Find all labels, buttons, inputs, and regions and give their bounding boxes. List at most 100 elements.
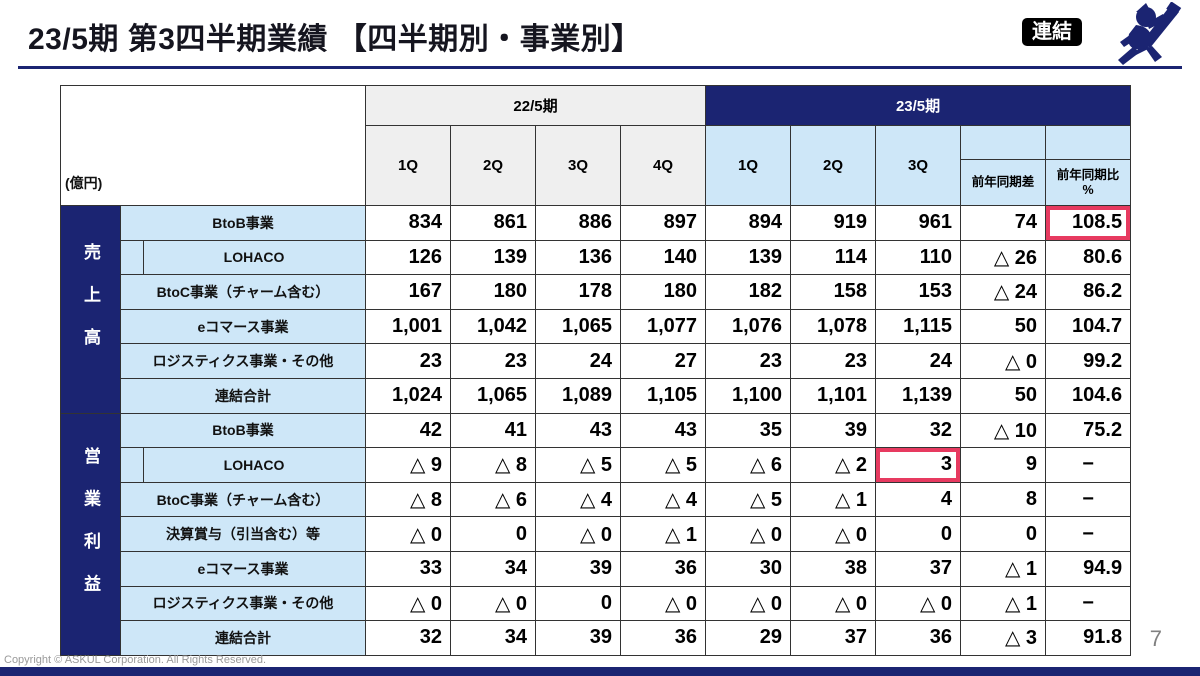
value-cell: 29 [705,620,792,656]
value-cell: △ 5 [535,447,622,483]
value-cell: 1,042 [450,308,537,345]
column-header-box: 前年同期比% [1046,159,1130,205]
value-cell: 36 [620,550,707,587]
table-head: (億円) 22/5期 23/5期 1Q 2Q 3Q 4Q 1Q 2Q 3Q 前年同期差 前年同期比% [59,85,1132,206]
value-cell: 126 [365,239,452,276]
table-body: 売上高 BtoB事業 834 861 886 897 894 919 961 74 108.5 LOH… [60,205,1132,656]
value-cell: △ 1 [960,585,1047,622]
table-row: LOHACO 126 139 136 140 139 114 110 △ 26 80.6 [61,239,1132,276]
value-cell: 1,065 [535,308,622,345]
value-cell: 99.2 [1045,343,1132,379]
value-cell: 34 [450,620,537,656]
value-cell: 1,139 [875,377,962,414]
column-header: 前年同期比% [1045,125,1132,206]
table-row: 営業利益 BtoB事業 42 41 43 43 35 39 32 △ 10 75.2 [60,412,1132,656]
unit-label-cell: (億円) [59,85,367,206]
value-cell: 1,101 [790,377,877,414]
value-cell: 50 [960,377,1047,414]
row-label: 連結合計 [119,377,367,414]
value-cell: 23 [365,343,452,379]
table-row: BtoC事業（チャーム含む） △ 8 △ 6 △ 4 △ 4 △ 5 △ 1 4 8− [61,481,1132,518]
value-cell: 80.6 [1045,239,1132,276]
value-cell: 1,076 [705,308,792,345]
value-cell: 0 [875,516,962,552]
value-cell: 23 [450,343,537,379]
value-cell: 180 [450,274,537,310]
value-cell: 894 [705,205,792,241]
value-cell: △ 1 [790,481,877,518]
row-label: BtoC事業（チャーム含む） [119,274,367,310]
value-cell: 74 [960,205,1047,241]
value-cell: △ 26 [960,239,1047,276]
value-cell: 33 [365,550,452,587]
value-cell: 834 [365,205,452,241]
row-label: LOHACO [119,447,367,483]
value-cell: 32 [875,412,962,449]
value-cell: 38 [790,550,877,587]
value-cell: △ 0 [790,516,877,552]
column-header: 1Q [365,125,452,206]
value-cell: △ 6 [450,481,537,518]
value-cell: 1,100 [705,377,792,414]
value-cell: − [1045,481,1132,518]
value-cell: 1,105 [620,377,707,414]
value-cell: − [1045,516,1132,552]
value-cell: 39 [535,550,622,587]
value-cell: 153 [875,274,962,310]
consolidated-badge: 連結 [1022,18,1082,46]
value-cell: 104.6 [1045,377,1132,414]
value-cell: △ 0 [705,516,792,552]
table-row: eコマース事業 1,001 1,042 1,065 1,077 1,076 1,078 1,1… [61,308,1132,345]
group-label-sales: 売上高 [60,205,121,414]
value-cell: 178 [535,274,622,310]
group-label-operating-profit: 営業利益 [60,412,121,656]
value-cell: 136 [535,239,622,276]
value-cell: 24 [535,343,622,379]
value-cell: 23 [705,343,792,379]
table-row: ロジスティクス事業・その他 △ 0 △ 0 0 △ 0 △ 0 △ 0 △ 0 △ 1− [61,585,1132,622]
value-cell: △ 0 [535,516,622,552]
column-header-label: 前年同期比 [1056,167,1120,182]
row-label: eコマース事業 [119,550,367,587]
value-cell: 43 [620,412,707,449]
table-row: BtoC事業（チャーム含む） 167 180 178 180 182 158 153 △ 24 8… [61,274,1132,310]
value-cell: 23 [790,343,877,379]
value-cell: △ 0 [790,585,877,622]
value-cell: 140 [620,239,707,276]
value-cell: △ 5 [705,481,792,518]
value-cell: 35 [705,412,792,449]
row-label: 決算賞与（引当含む）等 [119,516,367,552]
value-cell: △ 0 [960,343,1047,379]
value-cell: 36 [875,620,962,656]
row-label: LOHACO [119,239,367,276]
value-cell: 36 [620,620,707,656]
value-cell: 32 [365,620,452,656]
period-header-row: (億円) 22/5期 23/5期 [59,85,1132,206]
value-cell: △ 6 [705,447,792,483]
value-cell: 30 [705,550,792,587]
value-cell: 0 [450,516,537,552]
value-cell: 108.5 [1045,205,1132,241]
column-header: 2Q [790,125,877,206]
value-cell: − [1045,585,1132,622]
value-cell: 94.9 [1045,550,1132,587]
column-header-sub: % [1082,182,1094,197]
row-label: ロジスティクス事業・その他 [119,343,367,379]
column-header: 4Q [620,125,707,206]
value-cell: △ 24 [960,274,1047,310]
value-cell: 37 [790,620,877,656]
column-header: 3Q [535,125,622,206]
value-cell: 114 [790,239,877,276]
value-cell: 4 [875,481,962,518]
value-cell: 1,001 [365,308,452,345]
value-cell: 75.2 [1045,412,1132,449]
value-cell: △ 1 [620,516,707,552]
value-cell: 42 [365,412,452,449]
value-cell: △ 10 [960,412,1047,449]
value-cell: 110 [875,239,962,276]
value-cell: 104.7 [1045,308,1132,345]
value-cell: 961 [875,205,962,241]
table-row: 連結合計 1,024 1,065 1,089 1,105 1,100 1,101 1,139 5… [61,377,1132,414]
value-cell: 1,024 [365,377,452,414]
